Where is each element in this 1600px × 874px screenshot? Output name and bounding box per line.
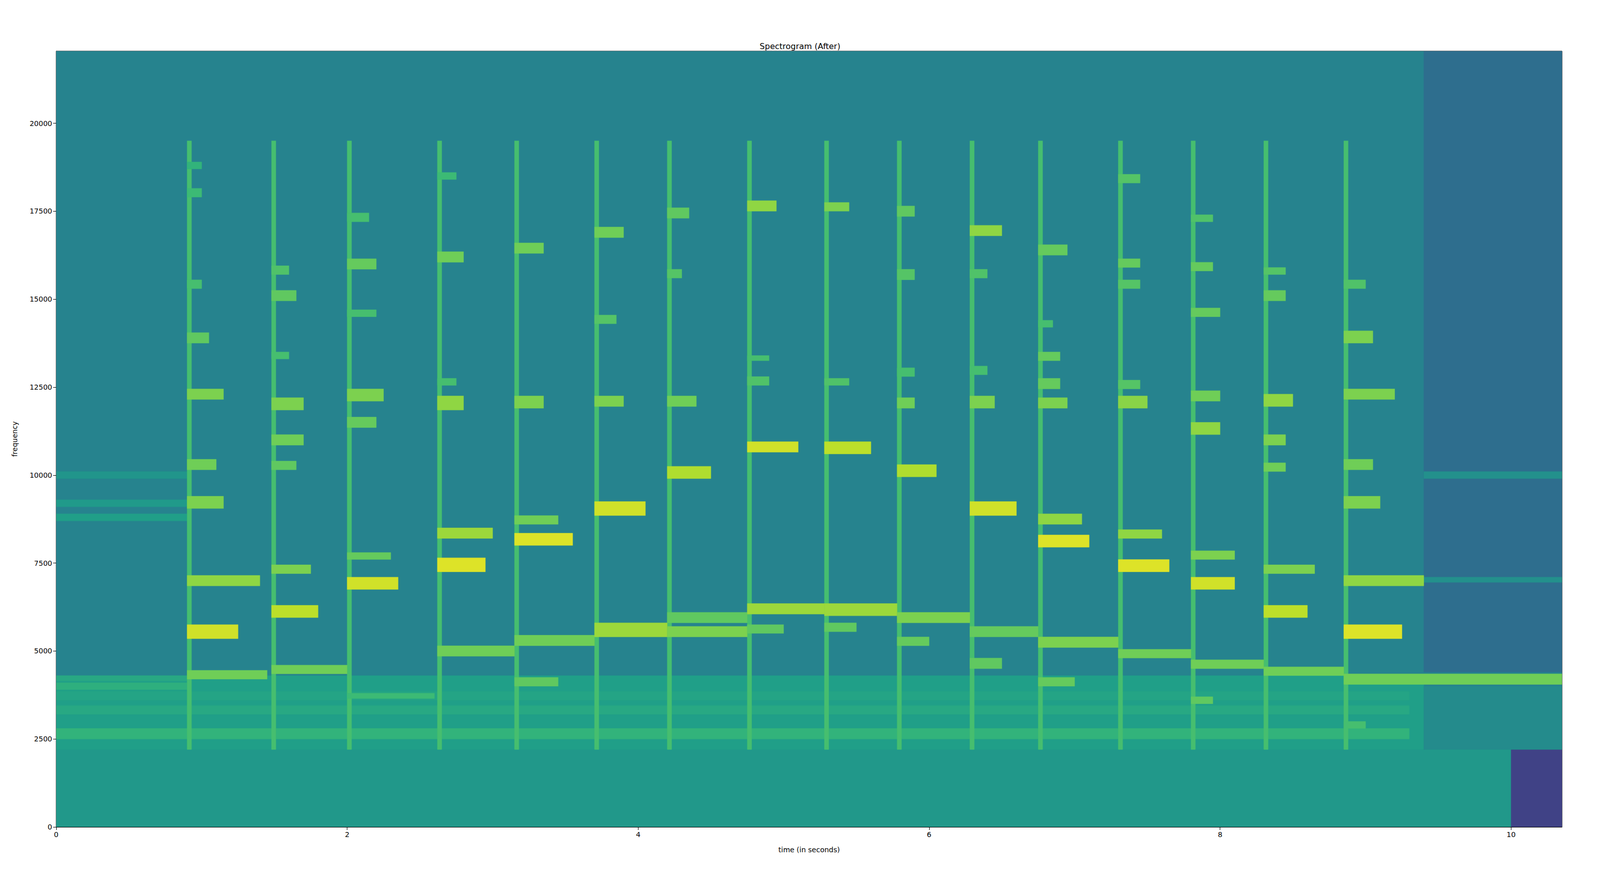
svg-text:8: 8 [1217, 830, 1223, 839]
svg-text:2500: 2500 [33, 735, 53, 744]
svg-text:17500: 17500 [29, 207, 53, 216]
svg-text:10: 10 [1506, 830, 1516, 839]
svg-text:4: 4 [635, 830, 641, 839]
svg-text:12500: 12500 [29, 383, 53, 392]
svg-text:frequency: frequency [10, 421, 19, 457]
svg-text:time (in seconds): time (in seconds) [778, 846, 840, 855]
svg-text:Spectrogram (After): Spectrogram (After) [759, 41, 840, 52]
svg-text:0: 0 [54, 830, 59, 839]
svg-text:5000: 5000 [33, 647, 53, 656]
svg-text:7500: 7500 [33, 559, 53, 568]
svg-text:6: 6 [927, 830, 932, 839]
svg-text:20000: 20000 [29, 119, 53, 128]
svg-text:0: 0 [47, 823, 53, 832]
svg-text:2: 2 [344, 830, 350, 839]
svg-text:10000: 10000 [29, 471, 53, 480]
svg-text:15000: 15000 [29, 295, 53, 304]
